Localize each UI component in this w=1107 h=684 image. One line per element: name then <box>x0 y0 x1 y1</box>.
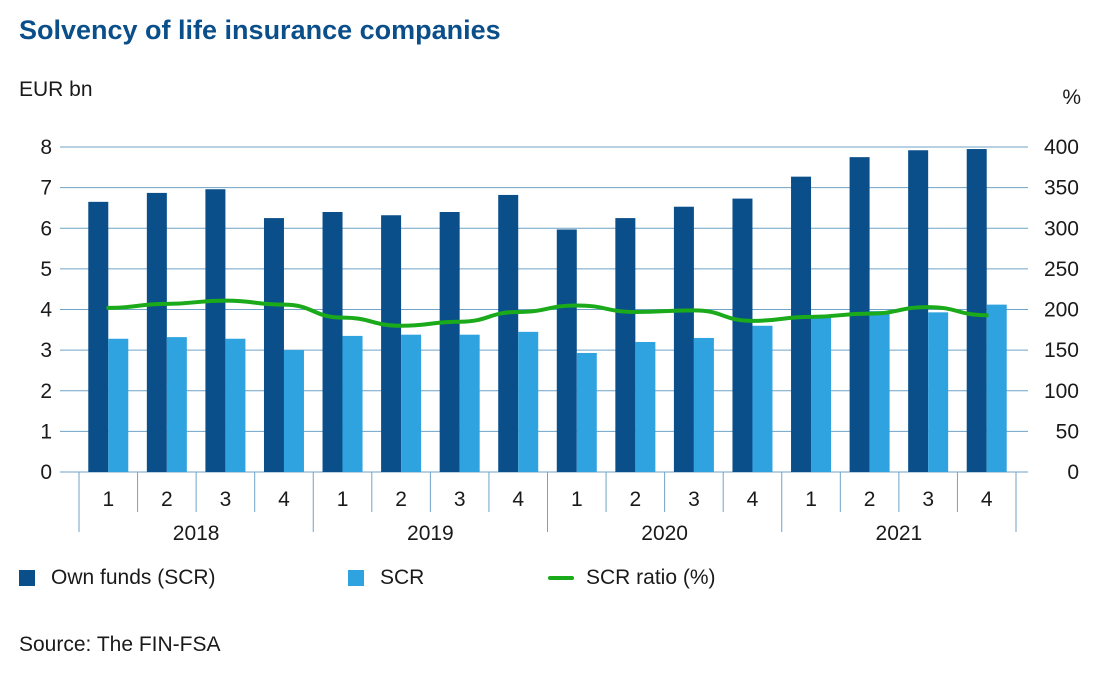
right-axis-unit: % <box>1062 86 1081 109</box>
quarter-label: 1 <box>102 488 114 511</box>
right-tick-label: 250 <box>1044 258 1079 281</box>
year-label: 2018 <box>173 522 220 545</box>
bar-scr <box>811 316 832 472</box>
bar-own-funds <box>732 198 753 472</box>
quarter-label: 2 <box>395 488 407 511</box>
right-tick-label: 0 <box>1067 461 1079 484</box>
right-tick-label: 300 <box>1044 217 1079 240</box>
bar-scr <box>342 335 363 472</box>
right-tick-label: 100 <box>1044 380 1079 403</box>
quarter-label: 3 <box>454 488 466 511</box>
legend-item-own-funds: Own funds (SCR) <box>19 566 216 590</box>
right-tick-label: 200 <box>1044 299 1079 322</box>
bar-own-funds <box>381 215 402 472</box>
bar-scr <box>459 334 480 472</box>
bar-scr <box>928 312 949 472</box>
legend-label-scr: SCR <box>380 566 425 589</box>
quarter-label: 4 <box>512 488 524 511</box>
year-label: 2020 <box>641 522 688 545</box>
left-tick-label: 7 <box>40 177 52 200</box>
bar-own-funds <box>439 212 460 472</box>
bar-own-funds <box>88 201 109 472</box>
chart-plot: 0 1 2 3 4 5 6 7 8 0 50 100 150 200 250 300 350 400 1 2 3 4 1 2 3… <box>40 136 1079 545</box>
bar-scr <box>869 311 890 472</box>
legend-item-scr: SCR <box>348 566 424 590</box>
right-tick-label: 150 <box>1044 339 1079 362</box>
legend: Own funds (SCR) SCR SCR ratio (%) <box>0 566 1107 596</box>
year-label: 2019 <box>407 522 454 545</box>
quarter-label: 4 <box>278 488 290 511</box>
bar-own-funds <box>615 218 636 472</box>
left-tick-label: 2 <box>40 380 52 403</box>
bar-scr <box>225 338 246 472</box>
bar-own-funds <box>908 150 929 472</box>
legend-swatch-scr-ratio <box>548 576 574 580</box>
quarter-label: 2 <box>864 488 876 511</box>
bar-own-funds <box>791 176 812 472</box>
chart-title: Solvency of life insurance companies <box>19 15 501 45</box>
right-tick-label: 350 <box>1044 177 1079 200</box>
year-label: 2021 <box>876 522 923 545</box>
quarter-label: 3 <box>220 488 232 511</box>
bar-own-funds <box>556 229 577 472</box>
bar-own-funds <box>322 212 343 472</box>
quarter-label: 1 <box>805 488 817 511</box>
bar-scr <box>166 337 187 472</box>
left-tick-label: 1 <box>40 420 52 443</box>
bar-own-funds <box>966 149 987 472</box>
bar-own-funds <box>263 218 284 472</box>
bar-scr <box>108 338 129 472</box>
bar-scr <box>693 337 714 472</box>
legend-label-scr-ratio: SCR ratio (%) <box>586 566 716 589</box>
scr-ratio-line <box>106 298 989 328</box>
bar-own-funds <box>146 192 167 472</box>
source-note: Source: The FIN-FSA <box>19 633 221 656</box>
legend-swatch-scr <box>348 570 364 586</box>
left-tick-label: 8 <box>40 136 52 159</box>
left-tick-label: 4 <box>40 299 52 322</box>
bar-own-funds <box>205 189 226 472</box>
quarter-label: 1 <box>571 488 583 511</box>
bar-scr <box>752 325 773 472</box>
bar-own-funds <box>673 206 694 472</box>
bar-scr <box>635 342 656 472</box>
right-tick-label: 400 <box>1044 136 1079 159</box>
quarter-label: 4 <box>981 488 993 511</box>
quarter-label: 4 <box>747 488 759 511</box>
quarter-label: 2 <box>161 488 173 511</box>
bar-scr <box>283 350 304 472</box>
left-axis-unit: EUR bn <box>19 78 93 101</box>
quarter-label: 3 <box>688 488 700 511</box>
bar-own-funds <box>498 194 519 472</box>
bar-scr <box>576 352 597 472</box>
left-tick-label: 6 <box>40 217 52 240</box>
quarter-label: 2 <box>630 488 642 511</box>
left-tick-label: 0 <box>40 461 52 484</box>
bar-scr <box>401 334 422 472</box>
legend-label-own-funds: Own funds (SCR) <box>51 566 216 589</box>
quarter-label: 1 <box>337 488 349 511</box>
legend-item-scr-ratio: SCR ratio (%) <box>548 566 716 590</box>
bar-scr <box>518 331 539 472</box>
quarter-label: 3 <box>922 488 934 511</box>
bar-scr <box>986 304 1007 472</box>
right-tick-label: 50 <box>1056 420 1079 443</box>
left-tick-label: 3 <box>40 339 52 362</box>
legend-swatch-own-funds <box>19 570 35 586</box>
left-tick-label: 5 <box>40 258 52 281</box>
